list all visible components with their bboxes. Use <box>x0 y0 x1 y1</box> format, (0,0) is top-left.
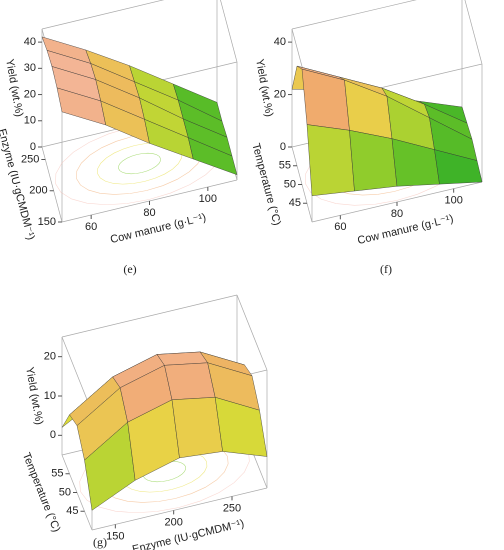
surface-cell <box>349 130 398 192</box>
z-tick-label: 20 <box>274 88 286 100</box>
z-tick-label: 10 <box>44 390 56 402</box>
z-tick-label: 40 <box>274 36 286 48</box>
y-tick-label: 50 <box>284 178 296 190</box>
z-axis-label: Yield (wt.%) <box>23 366 45 425</box>
box-edge <box>91 487 268 531</box>
x-tick-label: 200 <box>164 516 182 528</box>
x-tick-label: 80 <box>143 207 155 219</box>
x-tick-label: 60 <box>85 221 97 233</box>
floor-contour <box>118 152 161 175</box>
panel-label: (f) <box>380 262 392 276</box>
y-tick-label: 55 <box>279 160 291 172</box>
panel-label: (g) <box>93 535 107 549</box>
z-tick-label: 0 <box>280 141 286 153</box>
x-tick-label: 100 <box>444 195 462 207</box>
y-tick-label: 45 <box>66 505 78 517</box>
y-tick-label: 200 <box>29 185 47 197</box>
y-tick-label: 50 <box>59 486 71 498</box>
x-tick-label: 80 <box>391 208 403 220</box>
z-axis-label: Yield (wt.%) <box>253 58 275 117</box>
x-axis-label: Cow manure (g·L⁻¹) <box>109 212 207 247</box>
box-edge <box>61 294 238 338</box>
y-axis-label: Temperature (°C) <box>249 142 282 227</box>
z-tick-label: 30 <box>24 62 36 74</box>
z-tick-label: 20 <box>44 351 56 363</box>
z-tick-label: 40 <box>24 36 36 48</box>
z-tick-label: 10 <box>24 115 36 127</box>
surface-cell <box>306 124 355 196</box>
box-edge <box>464 0 483 65</box>
x-tick-label: 150 <box>106 530 124 542</box>
x-tick-label: 60 <box>334 221 346 233</box>
z-tick-label: 20 <box>24 88 36 100</box>
surface-cell <box>434 149 483 185</box>
box-edge <box>220 0 238 63</box>
z-axis-label: Yield (wt.%) <box>3 58 25 117</box>
panel-label: (e) <box>123 262 136 276</box>
x-tick-label: 100 <box>199 193 217 205</box>
y-tick-label: 250 <box>21 153 39 165</box>
x-axis-label: Enzyme (IU·gCMDM⁻¹) <box>131 518 245 550</box>
box-edge <box>41 0 165 30</box>
y-tick-label: 150 <box>38 216 56 228</box>
surface-cell <box>187 137 238 176</box>
y-tick-label: 55 <box>51 468 63 480</box>
z-tick-label: 0 <box>30 141 36 153</box>
y-axis-label: Temperature (°C) <box>20 451 63 534</box>
box-edge <box>236 294 268 371</box>
y-tick-label: 45 <box>289 197 301 209</box>
x-tick-label: 250 <box>223 502 241 514</box>
surface-cell <box>214 397 268 457</box>
x-axis-label: Cow manure (g·L⁻¹) <box>356 213 454 247</box>
surface-cell <box>164 362 216 400</box>
box-edge <box>291 0 417 30</box>
z-tick-label: 0 <box>50 429 56 441</box>
surface-cell <box>171 397 223 459</box>
